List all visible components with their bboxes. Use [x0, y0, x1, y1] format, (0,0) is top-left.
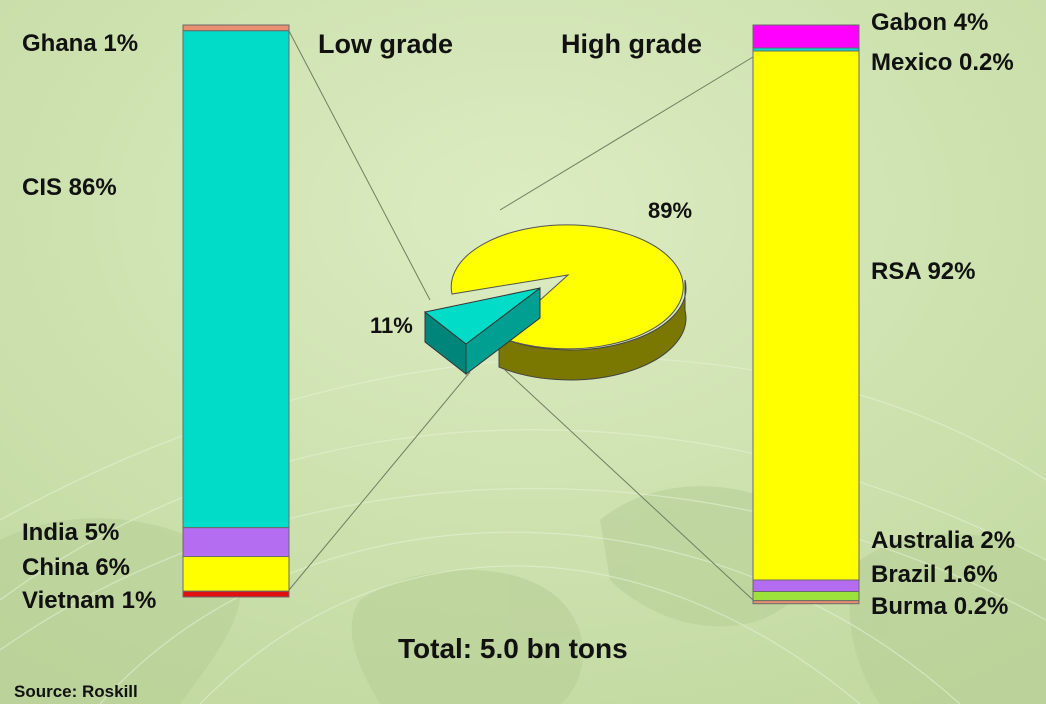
low-grade-segment-vietnam: [182, 590, 290, 598]
label-cis: CIS 86%: [22, 174, 117, 201]
connector-lines: [288, 30, 754, 601]
low-grade-stacked-bar: [182, 24, 290, 598]
label-rsa: RSA 92%: [871, 258, 975, 285]
label-ghana: Ghana 1%: [22, 30, 138, 57]
low-grade-segment-cis: [182, 30, 290, 529]
pie-label-high-grade: 89%: [648, 198, 692, 223]
pie-chart: [423, 224, 687, 381]
low-grade-title: Low grade: [318, 29, 453, 59]
connector-low-top: [288, 30, 431, 301]
label-burma: Burma 0.2%: [871, 593, 1008, 620]
label-mexico: Mexico 0.2%: [871, 49, 1014, 76]
high-grade-segment-burma: [752, 600, 860, 605]
label-gabon: Gabon 4%: [871, 9, 988, 36]
label-vietnam: Vietnam 1%: [22, 587, 156, 614]
label-brazil: Brazil 1.6%: [871, 561, 998, 588]
pie-slice-high-grade-side: [498, 279, 687, 381]
pie-label-low-grade: 11%: [370, 313, 413, 338]
label-australia: Australia 2%: [871, 527, 1015, 554]
connector-high-top: [499, 56, 754, 211]
high-grade-stacked-bar: [752, 24, 860, 605]
source-label: Source: Roskill: [14, 682, 138, 701]
label-china: China 6%: [22, 554, 130, 581]
pie-slice-low-grade: [423, 287, 541, 345]
high-grade-segment-rsa: [752, 50, 860, 581]
connector-high-bottom: [504, 369, 754, 601]
high-grade-segment-australia: [752, 579, 860, 592]
label-india: India 5%: [22, 519, 119, 546]
high-grade-segment-gabon: [752, 24, 860, 49]
low-grade-segment-ghana: [182, 24, 290, 32]
total-label: Total: 5.0 bn tons: [398, 633, 628, 664]
high-grade-title: High grade: [561, 29, 702, 59]
pie-slice-high-grade: [450, 224, 684, 350]
connector-low-bottom: [288, 371, 471, 591]
low-grade-segment-china: [182, 556, 290, 592]
low-grade-segment-india: [182, 527, 290, 558]
high-grade-segment-brazil: [752, 591, 860, 602]
